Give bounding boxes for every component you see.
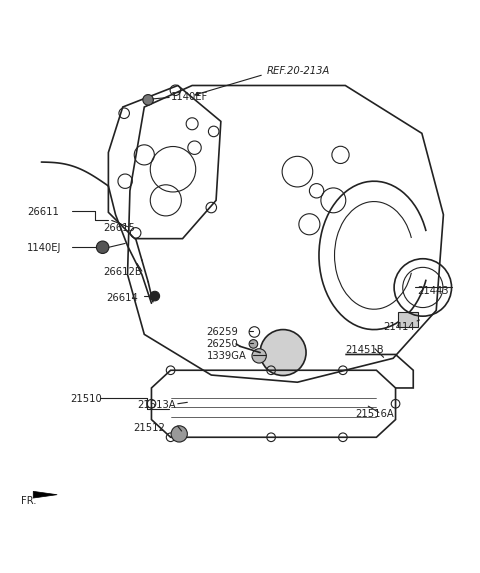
Text: 26259: 26259 <box>206 327 239 337</box>
Text: 1140EF: 1140EF <box>170 92 208 103</box>
Polygon shape <box>33 491 57 498</box>
Text: 21516A: 21516A <box>355 409 394 419</box>
Circle shape <box>252 349 266 363</box>
Text: 26612B: 26612B <box>104 267 143 277</box>
Text: 21443: 21443 <box>417 286 449 296</box>
Text: 26250: 26250 <box>206 339 238 349</box>
Text: 21510: 21510 <box>70 394 102 404</box>
Circle shape <box>150 291 159 301</box>
Text: 21513A: 21513A <box>137 400 176 410</box>
Text: FR.: FR. <box>21 496 36 506</box>
Text: 26615: 26615 <box>104 223 135 233</box>
Text: 26611: 26611 <box>27 207 59 217</box>
Text: 1339GA: 1339GA <box>206 351 246 361</box>
Circle shape <box>260 329 306 375</box>
Circle shape <box>171 426 187 442</box>
Text: 1140EJ: 1140EJ <box>27 243 61 253</box>
Circle shape <box>143 95 154 105</box>
FancyBboxPatch shape <box>398 312 418 327</box>
Text: 26614: 26614 <box>106 292 138 303</box>
Circle shape <box>96 241 109 253</box>
Text: 21451B: 21451B <box>345 345 384 355</box>
Circle shape <box>249 340 258 348</box>
Text: 21512: 21512 <box>134 423 166 433</box>
Text: 21414: 21414 <box>384 322 415 332</box>
Text: REF.20-213A: REF.20-213A <box>266 66 330 76</box>
